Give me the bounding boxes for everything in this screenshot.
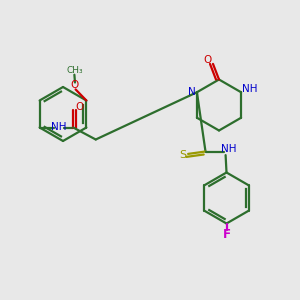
- Text: S: S: [179, 150, 187, 161]
- Text: NH: NH: [221, 144, 237, 154]
- Text: NH: NH: [51, 122, 67, 132]
- Text: F: F: [223, 228, 230, 242]
- Text: O: O: [76, 102, 84, 112]
- Text: O: O: [204, 55, 212, 65]
- Text: CH₃: CH₃: [66, 66, 83, 75]
- Text: N: N: [188, 87, 195, 97]
- Text: O: O: [71, 80, 79, 91]
- Text: NH: NH: [242, 84, 257, 94]
